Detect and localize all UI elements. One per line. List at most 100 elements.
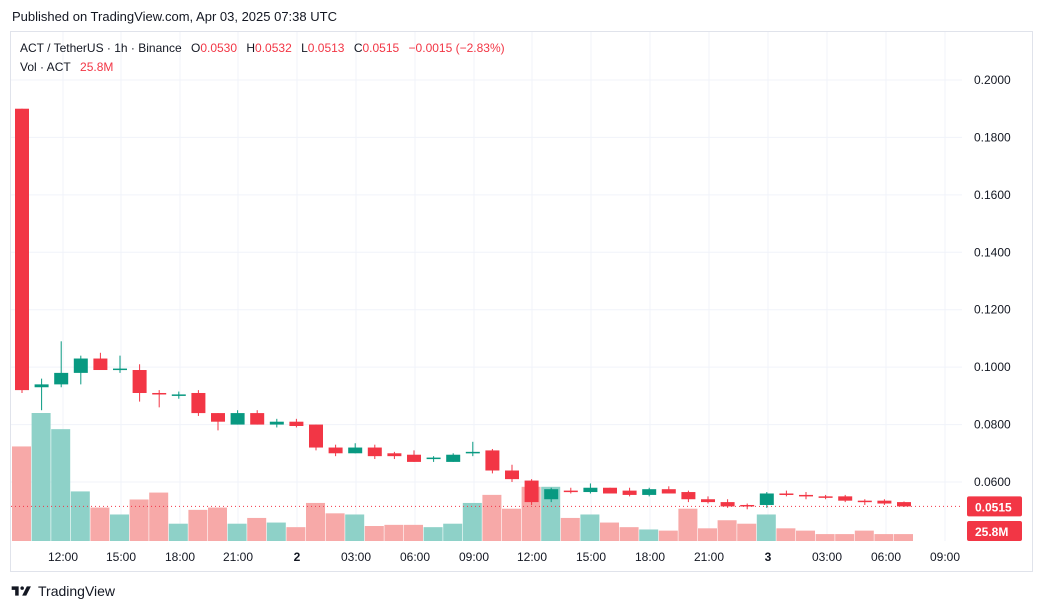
- x-tick-label: 12:00: [48, 550, 78, 564]
- volume-bar: [580, 514, 600, 541]
- candle-body[interactable]: [387, 453, 402, 457]
- legend-symbol[interactable]: ACT / TetherUS · 1h · Binance: [20, 41, 182, 55]
- x-tick-label: 21:00: [223, 550, 253, 564]
- x-tick-label: 21:00: [694, 550, 724, 564]
- volume-bar: [639, 529, 659, 541]
- candle-body[interactable]: [211, 413, 225, 422]
- candle-body[interactable]: [230, 413, 245, 425]
- candle-body[interactable]: [505, 470, 519, 480]
- candle-body[interactable]: [54, 372, 69, 385]
- candle-body[interactable]: [897, 502, 911, 507]
- y-tick-label: 0.2000: [974, 73, 1011, 87]
- volume-bar: [815, 534, 835, 541]
- candle-body[interactable]: [152, 392, 167, 395]
- candle-body[interactable]: [779, 493, 794, 495]
- candle-body[interactable]: [34, 384, 49, 388]
- candle-body[interactable]: [407, 454, 421, 462]
- volume-bar: [384, 524, 404, 541]
- candle-body[interactable]: [877, 500, 892, 504]
- candle-body[interactable]: [269, 421, 284, 425]
- candle-body[interactable]: [93, 358, 108, 371]
- x-tick-label: 03:00: [341, 550, 371, 564]
- candle-body[interactable]: [426, 457, 441, 460]
- x-tick-label: 09:00: [459, 550, 489, 564]
- published-caption: Published on TradingView.com, Apr 03, 20…: [12, 9, 337, 24]
- x-tick-label: 2: [294, 550, 301, 564]
- candle-body[interactable]: [289, 421, 304, 427]
- volume-bar: [149, 492, 169, 541]
- volume-bar: [247, 517, 267, 541]
- candle-body[interactable]: [603, 487, 617, 494]
- candle-body[interactable]: [113, 368, 127, 371]
- volume-bar: [286, 527, 306, 541]
- footer-brand-text[interactable]: TradingView: [38, 583, 116, 599]
- legend-close-value: 0.0515: [362, 41, 400, 55]
- candle-body[interactable]: [818, 496, 833, 498]
- legend-price-row: ACT / TetherUS · 1h · Binance O0.0530 H0…: [20, 39, 505, 58]
- candle-body[interactable]: [446, 454, 461, 462]
- candle-body[interactable]: [524, 480, 539, 503]
- candle-body[interactable]: [622, 490, 637, 495]
- candle-body[interactable]: [132, 370, 147, 393]
- candle-body[interactable]: [642, 489, 657, 495]
- candle-body[interactable]: [485, 450, 500, 471]
- candle-body[interactable]: [367, 447, 382, 457]
- volume-bar: [423, 527, 443, 541]
- volume-bar: [600, 522, 619, 541]
- x-tick-label: 06:00: [871, 550, 901, 564]
- y-tick-label: 0.1800: [974, 130, 1011, 144]
- x-tick-label: 09:00: [930, 550, 960, 564]
- volume-bar: [658, 530, 678, 541]
- candle-body[interactable]: [661, 489, 676, 494]
- y-tick-label: 0.1200: [974, 303, 1011, 317]
- x-tick-label: 12:00: [517, 550, 547, 564]
- volume-bar: [70, 491, 90, 541]
- candle-body[interactable]: [250, 413, 265, 425]
- chart-legend: ACT / TetherUS · 1h · Binance O0.0530 H0…: [20, 39, 505, 77]
- candle-body[interactable]: [720, 502, 735, 507]
- volume-bar: [835, 534, 855, 541]
- volume-bar: [208, 507, 227, 541]
- volume-bar: [874, 534, 894, 541]
- volume-bar: [756, 514, 776, 541]
- y-tick-label: 0.0800: [974, 418, 1011, 432]
- candle-body[interactable]: [740, 504, 755, 507]
- volume-bar: [129, 499, 149, 541]
- volume-bar: [541, 486, 561, 541]
- candle-body[interactable]: [309, 424, 323, 448]
- candle-body[interactable]: [838, 496, 853, 501]
- volume-bar: [345, 514, 365, 541]
- candle-body[interactable]: [857, 500, 872, 503]
- candle-body[interactable]: [348, 447, 363, 454]
- volume-bar: [560, 517, 580, 541]
- volume-bar: [894, 534, 913, 541]
- candle-body[interactable]: [759, 493, 774, 505]
- candle-body[interactable]: [544, 489, 559, 500]
- volume-bar: [717, 520, 737, 541]
- chart-frame: [10, 31, 1033, 572]
- candle-body[interactable]: [701, 499, 715, 503]
- candle-body[interactable]: [799, 494, 813, 497]
- candle-body[interactable]: [465, 451, 480, 454]
- volume-bars: [12, 413, 913, 541]
- volume-bar: [325, 513, 345, 541]
- legend-close-label: C: [353, 41, 363, 55]
- candle-body[interactable]: [73, 358, 88, 373]
- legend-open-value: 0.0530: [200, 41, 238, 55]
- candle-body[interactable]: [15, 108, 29, 391]
- candle-body[interactable]: [563, 490, 578, 493]
- volume-bar: [619, 527, 639, 541]
- legend-volume-label[interactable]: Vol · ACT: [20, 60, 71, 74]
- volume-bar: [482, 494, 502, 541]
- volume-bar: [227, 523, 247, 541]
- last-price-line: 0.0515 25.8M: [11, 496, 1022, 541]
- candle-body[interactable]: [681, 492, 696, 500]
- volume-bar: [737, 523, 757, 541]
- last-volume-label: 25.8M: [975, 525, 1008, 539]
- candle-body[interactable]: [583, 487, 598, 493]
- candle-body[interactable]: [191, 392, 206, 414]
- candle-body[interactable]: [171, 394, 186, 396]
- volume-bar: [188, 509, 208, 541]
- candle-body[interactable]: [328, 447, 343, 454]
